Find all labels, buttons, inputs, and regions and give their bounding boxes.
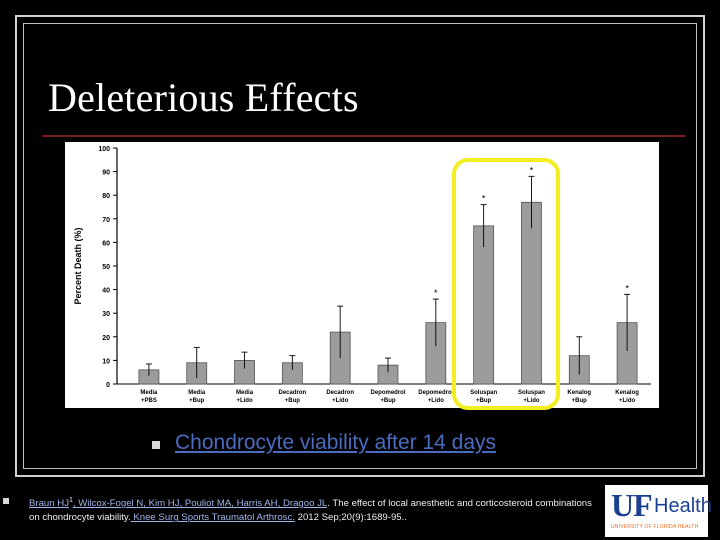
significance-marker: * (625, 283, 629, 293)
highlight-box (452, 158, 560, 410)
x-tick-label: Soluspan (518, 390, 545, 396)
x-tick-label: +Bup (476, 398, 492, 404)
bullet-icon (3, 498, 9, 504)
x-tick-label: Media (188, 390, 206, 396)
x-tick-label: +Lido (236, 398, 253, 404)
y-tick-label: 60 (102, 240, 110, 247)
citation-authors[interactable]: , Wilcox-Fogel N, Kim HJ, Pouliot MA, Ha… (72, 498, 328, 510)
bar-chart: 0 10 20 30 40 50 60 70 80 90 100 Percent Death (%) M… (65, 142, 659, 408)
logo-uf: UF (611, 487, 653, 523)
x-tick-label: Media (236, 390, 254, 396)
citation-details: 2012 Sep;20(9):1689-95.. (294, 512, 407, 524)
citation-sup: 1 (69, 497, 73, 504)
significance-marker: * (482, 194, 486, 204)
x-tick-label: Kenalog (567, 390, 591, 396)
logo-health: Health (654, 495, 712, 517)
caption-link[interactable]: Chondrocyte viability after 14 days (175, 431, 496, 454)
x-tick-label: Kenalog (615, 390, 639, 396)
x-tick-label: Media (140, 390, 158, 396)
y-tick-label: 80 (102, 193, 110, 200)
y-tick-label: 70 (102, 217, 110, 224)
x-tick-label: +Bup (572, 398, 588, 404)
slide-title: Deleterious Effects (48, 75, 359, 120)
x-tick-label: +Lido (332, 398, 349, 404)
x-tick-label: +Lido (619, 398, 636, 404)
slide-frame-outer (15, 15, 705, 477)
x-tick-label: +PBS (141, 398, 157, 404)
y-tick-label: 10 (102, 358, 110, 365)
x-tick-label: +Lido (523, 398, 540, 404)
y-tick-label: 40 (102, 288, 110, 295)
y-tick-label: 0 (106, 382, 110, 389)
y-tick-label: 90 (102, 170, 110, 177)
x-tick-label: +Bup (189, 398, 205, 404)
citation-journal-link[interactable]: Knee Surg Sports Traumatol Arthrosc. (130, 512, 295, 524)
y-tick-label: 100 (98, 146, 110, 153)
x-tick-label: Depomedrol (418, 390, 453, 396)
x-tick-label: Decadron (326, 390, 354, 396)
x-tick-label: +Bup (380, 398, 396, 404)
y-axis-label: Percent Death (%) (73, 227, 83, 304)
bar-chart-svg: 0 10 20 30 40 50 60 70 80 90 100 Percent Death (%) M… (73, 146, 651, 404)
y-tick-label: 20 (102, 335, 110, 342)
y-tick-label: 50 (102, 264, 110, 271)
logo-tagline: UNIVERSITY OF FLORIDA HEALTH (611, 524, 699, 530)
x-tick-label: +Bup (285, 398, 301, 404)
x-tick-label: Decadron (279, 390, 307, 396)
slide-frame-inner (23, 23, 697, 469)
citation-author-link[interactable]: Braun HJ (29, 498, 69, 510)
title-divider (42, 135, 685, 137)
citation: Braun HJ1, Wilcox-Fogel N, Kim HJ, Pouli… (29, 494, 599, 525)
x-tick-label: Soluspan (470, 390, 497, 396)
x-tick-label: Depomedrol (370, 390, 405, 396)
significance-marker: * (434, 288, 438, 298)
citation-text: . The effect of local anesthetic and cor… (29, 498, 592, 524)
y-tick-label: 30 (102, 311, 110, 318)
significance-marker: * (530, 165, 534, 175)
x-tick-label: +Lido (428, 398, 445, 404)
bullet-icon (152, 441, 160, 449)
ufhealth-logo: UF Health UNIVERSITY OF FLORIDA HEALTH (605, 485, 712, 537)
